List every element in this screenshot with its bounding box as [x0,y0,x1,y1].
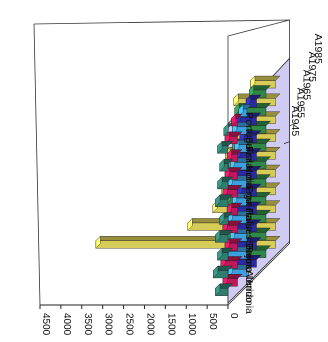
bar-cap [249,85,254,99]
series-depth-tick [306,69,312,72]
bar-cap [215,283,221,297]
series-depth-tick [295,105,301,109]
chart-back-wall-top [33,19,290,25]
category-label: Reino Unido [243,245,255,303]
series-depth-tick [283,141,290,145]
category-label: Suecia [243,240,255,272]
bar-cap [217,247,223,261]
category-label: Francia [243,185,255,220]
bar-cap [217,140,223,154]
value-axis-tick-label: 2500 [124,313,135,336]
series-depth-label: A1955 [295,88,307,119]
category-label: Noruega [243,165,255,205]
series-depth-label: A1975 [306,52,318,83]
value-axis-tick-label: 4500 [40,313,51,336]
value-axis-tick-label: 3500 [82,313,93,336]
bar-cap [217,176,223,190]
bar-cap [215,229,221,243]
series-depth-tick [300,87,307,91]
bar-cap [223,123,229,137]
category-label: Portugal [243,112,255,151]
series-depth-label: A1985 [312,34,324,65]
bar-cap [213,265,219,279]
value-axis-tick-label: 1500 [165,313,176,336]
bar-cap [233,93,239,107]
category-label: Italia [243,210,255,232]
bar-cap [250,75,256,89]
category-label: Finlandia [243,146,255,189]
series-depth-tick [289,123,295,127]
bar-cap [219,158,225,172]
category-label: Suiza [243,136,255,162]
category-label: Países Bajos [243,208,255,269]
bar-cap [219,212,225,226]
series-a1945-0 [212,123,233,297]
series-depth-label: A1965 [300,70,312,101]
value-axis-tick-label: 1000 [186,313,197,336]
value-axis-tick-label: 0 [228,313,239,319]
value-axis-tick-label: 4000 [61,313,72,336]
series-depth-label: A1945 [289,106,301,137]
bar-cap [95,235,101,249]
value-axis-tick-label: 3000 [103,313,114,336]
bar-cap [215,194,221,208]
value-axis-tick-label: 2000 [144,313,155,336]
category-label: Alemania [243,270,255,314]
chart-back-wall-left [33,23,41,306]
bar-cap [187,217,193,231]
value-axis-tick-label: 500 [207,313,218,330]
